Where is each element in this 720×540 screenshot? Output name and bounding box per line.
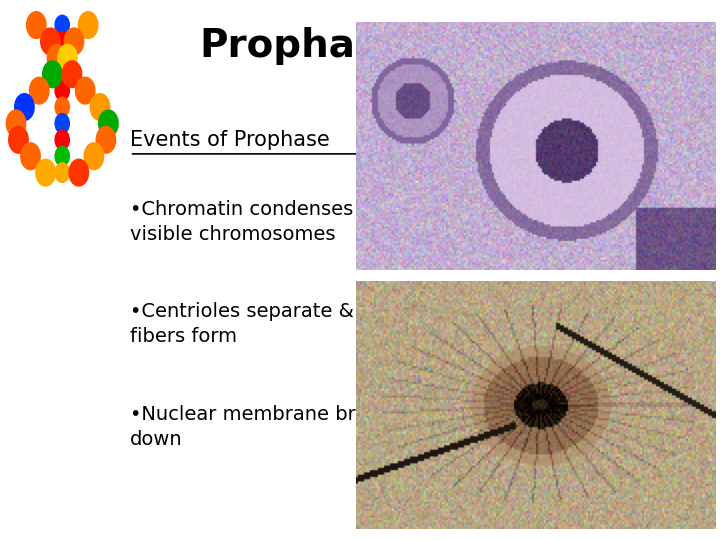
Text: •Chromatin condenses into
visible chromosomes: •Chromatin condenses into visible chromo… <box>130 200 397 244</box>
Circle shape <box>55 32 69 51</box>
Circle shape <box>41 28 60 55</box>
Circle shape <box>99 110 118 137</box>
Circle shape <box>76 77 95 104</box>
Circle shape <box>36 159 55 186</box>
Circle shape <box>55 81 69 100</box>
Circle shape <box>84 143 104 170</box>
Text: •Nuclear membrane breaks
down: •Nuclear membrane breaks down <box>130 405 400 449</box>
Text: Prophase: Prophase <box>199 27 405 65</box>
Circle shape <box>6 110 26 137</box>
Circle shape <box>62 61 81 87</box>
Circle shape <box>27 12 46 38</box>
Circle shape <box>21 143 40 170</box>
Circle shape <box>55 113 69 133</box>
Circle shape <box>42 61 62 87</box>
Circle shape <box>58 44 77 71</box>
Circle shape <box>78 12 98 38</box>
Circle shape <box>55 97 69 117</box>
Circle shape <box>30 77 49 104</box>
Circle shape <box>55 146 69 166</box>
Circle shape <box>90 93 109 120</box>
Circle shape <box>9 126 28 153</box>
Circle shape <box>55 130 69 150</box>
Circle shape <box>55 163 69 183</box>
Circle shape <box>55 15 69 35</box>
Circle shape <box>69 159 89 186</box>
Circle shape <box>64 28 84 55</box>
Circle shape <box>14 93 34 120</box>
Circle shape <box>96 126 116 153</box>
Circle shape <box>55 64 69 84</box>
Text: •Centrioles separate & spindle
fibers form: •Centrioles separate & spindle fibers fo… <box>130 302 430 346</box>
Circle shape <box>48 44 67 71</box>
Circle shape <box>55 48 69 68</box>
Text: Events of Prophase: Events of Prophase <box>130 130 329 150</box>
